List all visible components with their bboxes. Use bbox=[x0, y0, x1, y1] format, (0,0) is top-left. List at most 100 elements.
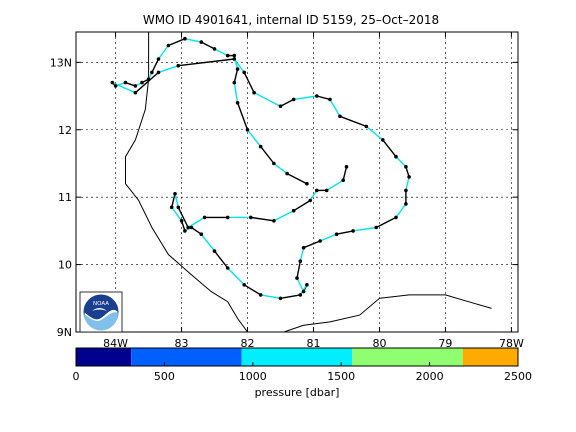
trajectory-segment-5 bbox=[233, 82, 239, 103]
trajectory-point-62 bbox=[176, 205, 181, 210]
trajectory-segment-45 bbox=[299, 247, 305, 262]
noaa-logo: NOAA bbox=[79, 291, 123, 333]
trajectory-point-7 bbox=[235, 67, 240, 71]
trajectory-segment-23 bbox=[158, 65, 179, 74]
trajectory-segment-12 bbox=[168, 38, 186, 47]
colorbar-tick-label-1: 500 bbox=[154, 370, 175, 383]
trajectory-point-43 bbox=[334, 232, 339, 236]
trajectory-point-69 bbox=[308, 198, 313, 203]
trajectory-segment-22 bbox=[134, 71, 159, 94]
noaa-logo-top bbox=[84, 295, 118, 320]
colorbar-tick-label-5: 2500 bbox=[504, 370, 532, 383]
lon-tick-label-2: 82 bbox=[241, 337, 255, 350]
colorbar-tick-label-2: 1000 bbox=[239, 370, 267, 383]
trajectory-point-70 bbox=[315, 188, 319, 193]
trajectory-point-53 bbox=[242, 283, 246, 287]
trajectory-point-67 bbox=[272, 219, 276, 223]
trajectory-segment-53 bbox=[227, 267, 245, 286]
trajectory-segment-1 bbox=[273, 162, 288, 175]
colorbar-label: pressure [dbar] bbox=[255, 386, 340, 399]
trajectory-point-30 bbox=[315, 94, 319, 98]
trajectory-segment-41 bbox=[352, 226, 377, 232]
trajectory-segment-24 bbox=[178, 58, 235, 67]
trajectory-point-20 bbox=[113, 84, 118, 88]
coastline-segment-0 bbox=[125, 32, 248, 333]
trajectory-point-46 bbox=[298, 259, 303, 264]
trajectory-point-37 bbox=[407, 175, 411, 179]
trajectory-point-26 bbox=[242, 70, 246, 75]
map-grid bbox=[76, 32, 518, 333]
coastline-segment-1 bbox=[283, 294, 492, 333]
float-trajectory bbox=[110, 36, 411, 301]
trajectory-point-73 bbox=[344, 165, 349, 169]
trajectory-point-64 bbox=[202, 215, 207, 220]
colorbar-tick-label-4: 2000 bbox=[416, 370, 444, 383]
trajectory-point-12 bbox=[183, 36, 187, 41]
trajectory-segment-59 bbox=[171, 206, 183, 222]
colorbar-bin-1 bbox=[131, 348, 242, 366]
lon-tick-label-3: 81 bbox=[306, 337, 320, 350]
lat-tick-label-0: 9N bbox=[57, 326, 72, 339]
colorbar-bin-0 bbox=[76, 348, 132, 366]
trajectory-point-33 bbox=[364, 124, 369, 129]
trajectory-point-16 bbox=[146, 77, 151, 81]
trajectory-point-59 bbox=[179, 219, 184, 223]
trajectory-segment-11 bbox=[184, 38, 202, 43]
trajectory-point-34 bbox=[381, 138, 385, 142]
trajectory-point-50 bbox=[298, 293, 303, 297]
trajectory-point-66 bbox=[249, 215, 253, 220]
trajectory-segment-10 bbox=[200, 41, 215, 50]
trajectory-point-68 bbox=[291, 208, 296, 213]
lon-tick-label-6: 78W bbox=[499, 337, 524, 350]
trajectory-segment-29 bbox=[293, 95, 317, 101]
trajectory-segment-44 bbox=[303, 240, 321, 249]
trajectory-segment-61 bbox=[174, 193, 179, 208]
trajectory-point-21 bbox=[110, 80, 115, 85]
trajectory-segment-14 bbox=[151, 58, 160, 73]
trajectory-segment-54 bbox=[213, 250, 229, 269]
trajectory-point-48 bbox=[301, 289, 306, 294]
trajectory-point-52 bbox=[258, 293, 263, 297]
trajectory-point-27 bbox=[252, 90, 256, 95]
trajectory-point-39 bbox=[404, 202, 408, 206]
lon-tick-label-0: 84W bbox=[103, 337, 128, 350]
trajectory-point-44 bbox=[318, 239, 322, 243]
trajectory-point-58 bbox=[183, 229, 187, 233]
colorbar-bins bbox=[76, 348, 518, 366]
trajectory-point-15 bbox=[150, 70, 154, 75]
colorbar-frame bbox=[75, 347, 519, 367]
trajectory-point-38 bbox=[404, 188, 408, 193]
colorbar-bin-3 bbox=[352, 348, 463, 366]
trajectory-segment-35 bbox=[395, 156, 407, 168]
figure-title: WMO ID 4901641, internal ID 5159, 25–Oct… bbox=[143, 13, 439, 27]
trajectory-segment-72 bbox=[342, 166, 348, 181]
trajectory-segment-43 bbox=[319, 233, 337, 242]
trajectory-point-42 bbox=[351, 229, 355, 233]
trajectory-point-3 bbox=[258, 144, 263, 149]
trajectory-segment-69 bbox=[309, 190, 318, 201]
trajectory-segment-31 bbox=[329, 99, 341, 117]
longitude-ticks: 84W 83 82 81 80 79 78W bbox=[103, 32, 524, 350]
trajectory-point-56 bbox=[199, 232, 204, 236]
trajectory-segment-40 bbox=[375, 216, 397, 229]
trajectory-segment-68 bbox=[293, 199, 311, 212]
latitude-ticks: 9N 10 11 12 13N bbox=[50, 56, 518, 339]
trajectory-point-1 bbox=[285, 171, 289, 176]
trajectory-point-60 bbox=[169, 205, 174, 210]
trajectory-segment-26 bbox=[243, 72, 255, 94]
trajectory-point-45 bbox=[301, 245, 306, 250]
trajectory-point-19 bbox=[123, 80, 128, 85]
trajectory-segment-32 bbox=[339, 115, 367, 128]
trajectory-point-40 bbox=[394, 215, 398, 220]
colorbar-bin-2 bbox=[241, 348, 353, 366]
trajectory-segment-66 bbox=[250, 216, 275, 222]
trajectory-segment-62 bbox=[177, 206, 189, 228]
trajectory-point-47 bbox=[295, 276, 299, 280]
trajectory-segment-25 bbox=[233, 58, 245, 73]
trajectory-point-4 bbox=[245, 128, 250, 132]
trajectory-segment-4 bbox=[236, 102, 249, 131]
trajectory-point-23 bbox=[156, 70, 161, 75]
noaa-logo-text: NOAA bbox=[93, 301, 109, 307]
trajectory-segment-47 bbox=[296, 277, 305, 292]
